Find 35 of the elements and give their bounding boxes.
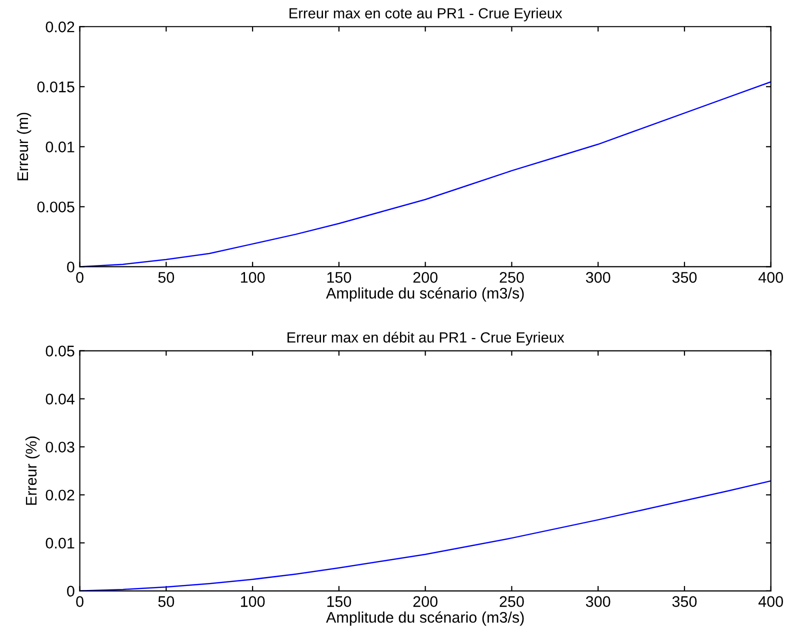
- y-tick-label: 0.04: [46, 394, 74, 404]
- y-axis-title: Erreur (%): [25, 436, 40, 505]
- x-tick-label: 200: [413, 272, 438, 283]
- chart-title: Erreur max en cote au PR1 - Crue Eyrieux: [290, 8, 562, 22]
- x-tick-label: 250: [500, 596, 524, 607]
- x-tick-label: 100: [240, 596, 265, 607]
- x-tick-label: 350: [672, 596, 697, 607]
- y-tick-label: 0.02: [46, 490, 74, 501]
- chart-title: Erreur max en débit au PR1 - Crue Eyrieux: [288, 332, 564, 346]
- x-tick-label: 200: [413, 596, 438, 607]
- x-tick-label: 50: [158, 596, 174, 607]
- x-tick-label: 300: [586, 272, 610, 283]
- x-axis-title: Amplitude du scénario (m3/s): [326, 287, 524, 302]
- x-tick-label: 250: [500, 272, 524, 283]
- x-tick-label: 0: [76, 272, 84, 283]
- y-tick-label: 0.05: [46, 346, 74, 356]
- y-tick-label: 0.01: [46, 142, 74, 152]
- y-tick-label: 0.015: [37, 82, 74, 92]
- y-tick-label: 0.02: [46, 21, 74, 32]
- y-tick-label: 0: [67, 262, 74, 272]
- y-tick-label: 0.01: [46, 538, 74, 549]
- y-tick-label: 0: [67, 586, 74, 597]
- x-tick-label: 50: [158, 272, 174, 283]
- y-tick-label: 0.03: [46, 442, 74, 453]
- x-tick-label: 150: [327, 596, 352, 607]
- y-axis-title: Erreur (m): [16, 112, 32, 180]
- x-axis-title: Amplitude du scénario (m3/s): [326, 611, 524, 626]
- x-tick-label: 150: [327, 272, 352, 283]
- y-tick-label: 0.005: [37, 202, 74, 212]
- x-tick-label: 0: [76, 596, 84, 607]
- x-tick-label: 400: [758, 596, 784, 607]
- x-tick-label: 400: [758, 272, 784, 283]
- x-tick-label: 100: [240, 272, 265, 283]
- x-tick-label: 300: [586, 596, 610, 607]
- x-tick-label: 350: [672, 272, 697, 283]
